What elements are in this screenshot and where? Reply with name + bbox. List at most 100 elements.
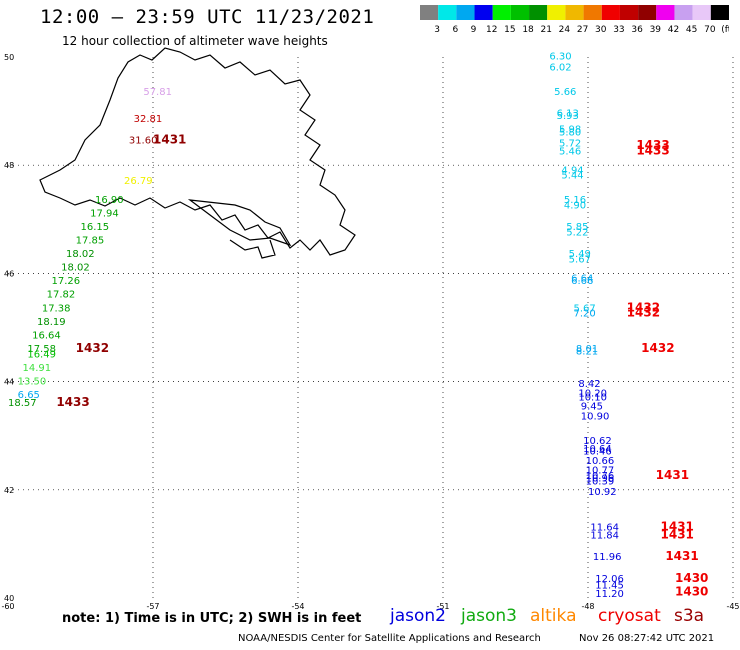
color-scale-label: 39 [650,25,662,35]
wave-height-value: 10.90 [581,411,610,422]
x-tick-label: -45 [726,602,739,611]
color-scale-swatch [710,5,729,20]
x-tick-label: -57 [146,602,159,611]
wave-height-value: 5.80 [559,127,581,138]
color-scale-swatch [565,5,584,20]
y-tick-label: 50 [4,53,14,62]
x-tick-label: -51 [436,602,449,611]
wave-height-value: 18.02 [66,249,95,260]
color-scale-label: 15 [504,25,515,35]
pass-label: 1431 [661,519,694,533]
wave-height-value: 6.64 [571,274,593,285]
wave-height-value: 5.67 [569,255,591,266]
color-scale-label: 45 [686,25,697,35]
pass-label: 1431 [656,468,689,482]
legend-cryosat: cryosat [598,606,661,626]
color-scale-swatch [510,5,530,20]
wave-height-value: 6.13 [557,109,579,120]
pass-label: 1433 [636,143,669,157]
color-scale-swatch [619,5,639,20]
pass-label: 1433 [636,138,669,152]
wave-height-value: 17.58 [27,344,56,355]
wave-height-tracks: 57.8132.8131.60143126.7916.9017.9416.151… [8,52,708,600]
wave-height-value: 31.60 [129,136,158,147]
wave-height-value: 14.91 [23,363,52,374]
pass-label: 1431 [661,527,694,541]
wave-height-value: 16.64 [32,330,61,341]
color-scale-swatch [474,5,493,20]
pass-label: 1431 [153,133,186,147]
footnote: note: 1) Time is in UTC; 2) SWH is in fe… [62,611,362,626]
y-tick-label: 40 [4,594,14,603]
color-scale-swatch [438,5,457,20]
color-scale-swatch [547,5,566,20]
color-scale-swatch [492,5,511,20]
wave-height-value: 10.10 [578,393,607,404]
wave-height-value: 16.90 [95,195,124,206]
wave-height-value: 7.20 [574,309,596,320]
wave-height-value: 10.46 [583,447,612,458]
wave-height-value: 11.20 [595,589,624,600]
wave-height-value: 12.06 [595,574,624,585]
wave-height-value: 18.19 [37,317,66,328]
pass-label: 1432 [76,341,109,355]
pass-label: 1430 [675,571,708,585]
color-scale-swatch [674,5,693,20]
color-scale-label: 36 [631,25,643,35]
y-tick-label: 48 [4,161,14,170]
footer-timestamp: Nov 26 08:27:42 UTC 2021 [579,633,715,644]
axis-ticks: -60 -57 -54 -51 -48 -45 50 48 46 44 42 40 [1,53,739,611]
pass-label: 1430 [675,584,708,598]
wave-height-value: 5.16 [564,195,586,206]
y-tick-label: 44 [4,378,14,387]
wave-height-value: 5.98 [559,125,581,136]
wave-height-value: 10.96 [586,474,615,485]
wave-height-value: 5.67 [574,303,596,314]
wave-height-value: 10.76 [586,471,615,482]
wave-height-value: 18.02 [61,263,90,274]
wave-height-value: 10.66 [586,456,615,467]
wave-height-value: 17.94 [90,209,119,220]
wave-height-value: 13.50 [18,376,47,387]
page-title: 12:00 – 23:59 UTC 11/23/2021 [40,6,375,28]
color-scale-label: 24 [559,25,571,35]
lat-lon-grid [8,57,734,598]
wave-height-value: 8.01 [576,344,598,355]
wave-height-value: 32.81 [134,114,163,125]
wave-height-value: 57.81 [143,87,172,98]
color-scale-label: 6 [452,25,458,35]
wave-height-value: 10.39 [586,476,615,487]
color-scale-label: 9 [471,25,477,35]
wave-height-value: 5.93 [557,111,579,122]
wave-height-value: 11.84 [590,530,619,541]
wave-height-value: 4.90 [564,200,586,211]
wave-height-value: 8.42 [578,379,600,390]
wave-height-value: 5.44 [561,171,583,182]
wave-height-value: 17.85 [76,236,105,247]
pass-label: 1432 [627,300,660,314]
legend-altika: altika [530,606,577,626]
x-tick-label: -54 [291,602,304,611]
color-scale-label: 42 [668,25,679,35]
color-scale-swatch [638,5,657,20]
wave-height-value: 5.66 [554,87,576,98]
y-tick-label: 46 [4,269,14,278]
wave-height-value: 16.15 [81,222,110,233]
wave-height-value: 8.21 [576,347,598,358]
pass-label: 1433 [56,395,89,409]
wave-height-value: 5.49 [569,249,591,260]
wave-height-value: 6.30 [549,52,571,63]
wave-height-value: 11.64 [590,522,619,533]
color-scale-label: 30 [595,25,607,35]
page-subtitle: 12 hour collection of altimeter wave hei… [62,34,328,48]
wave-height-value: 11.45 [595,580,624,591]
color-scale-swatch [456,5,475,20]
wave-height-value: 18.57 [8,398,37,409]
color-scale-label: (ft) [721,25,729,35]
x-tick-label: -60 [1,602,14,611]
coastline-newfoundland [39,47,356,259]
wave-height-value: 16.49 [27,349,56,360]
wave-height-value: 26.79 [124,176,153,187]
